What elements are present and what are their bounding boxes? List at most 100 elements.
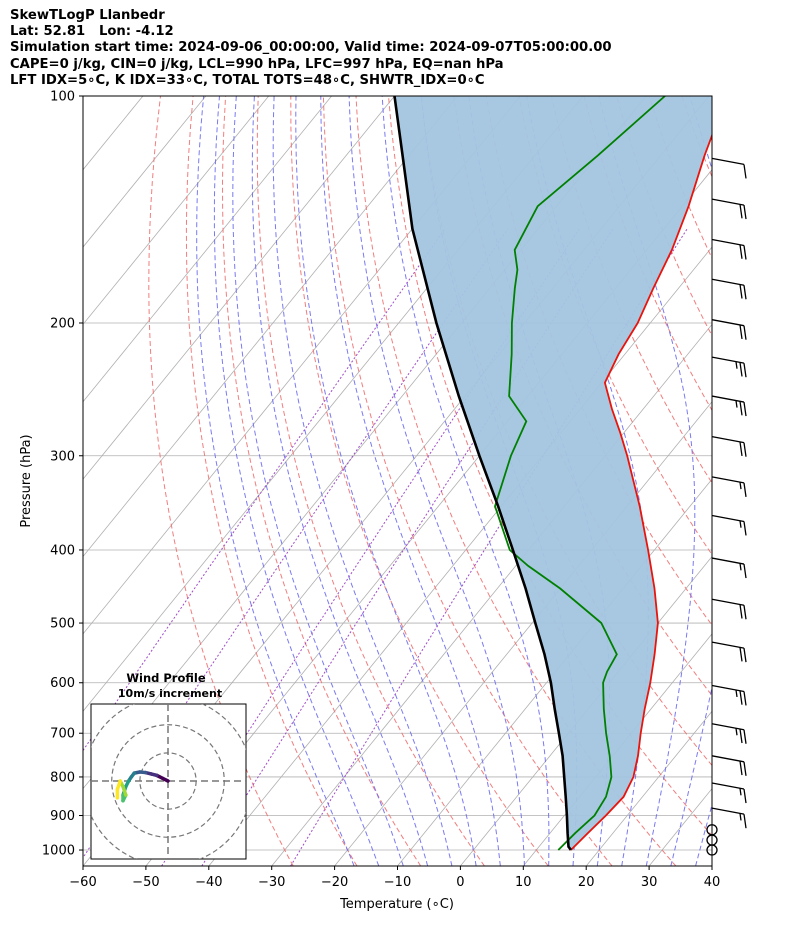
- y-tick-label: 800: [50, 770, 75, 785]
- wind-barb-staff: [711, 807, 745, 815]
- wind-barb-flag: [739, 324, 743, 340]
- y-tick-label: 100: [50, 90, 75, 105]
- wind-barb-staff: [711, 514, 745, 523]
- wind-barb-staff: [711, 782, 745, 790]
- wind-barb-staff: [711, 684, 745, 693]
- moist-adiabat: [251, 96, 429, 866]
- dewpoint-line: [494, 96, 666, 851]
- wind-barbs: [706, 157, 747, 856]
- wind-barb-flag: [739, 204, 743, 219]
- wind-barb-staff: [711, 436, 745, 444]
- parcel-line: [393, 96, 572, 851]
- profile-lines: [393, 96, 712, 851]
- isotherm-line: [83, 96, 395, 480]
- wind-barb-half-flag: [735, 361, 738, 369]
- wind-barb-flag: [743, 605, 747, 620]
- x-tick-label: 20: [578, 875, 595, 890]
- wind-barb-flag: [739, 244, 743, 259]
- isotherm-line: [334, 401, 712, 866]
- calm-wind-circle: [706, 824, 718, 836]
- wind-barb-staff: [711, 641, 745, 649]
- x-axis-label: Temperature (∘C): [339, 897, 454, 912]
- wind-barb-flag: [743, 788, 747, 804]
- x-tick-label: −50: [132, 875, 159, 890]
- wind-barb-flag: [743, 729, 747, 744]
- wind-barb-flag: [743, 363, 747, 378]
- dry-adiabat: [583, 96, 712, 412]
- y-tick-label: 900: [50, 809, 75, 824]
- wind-barb-half-flag: [735, 400, 738, 408]
- wind-barb-flag: [743, 285, 747, 300]
- y-tick-label: 700: [50, 727, 75, 742]
- y-tick-label: 1000: [42, 844, 75, 859]
- wind-barb-flag: [739, 401, 743, 416]
- wind-barb-staff: [711, 356, 745, 364]
- wind-barb-staff: [711, 238, 745, 247]
- cape-line: CAPE=0 j/kg, CIN=0 j/kg, LCL=990 hPa, LF…: [10, 56, 504, 72]
- dry-adiabat: [256, 96, 485, 866]
- time-line: Simulation start time: 2024-09-06_00:00:…: [10, 40, 612, 56]
- wind-barb-flag: [743, 648, 747, 663]
- y-tick-label: 200: [50, 316, 75, 331]
- wind-barb-staff: [711, 755, 745, 763]
- x-tick-label: 40: [704, 875, 721, 890]
- moist-adiabat: [598, 96, 696, 866]
- moist-adiabat: [320, 96, 501, 866]
- dry-adiabat: [185, 96, 358, 866]
- hodograph-subtitle: 10m/s increment: [118, 687, 222, 700]
- moist-adiabat: [295, 96, 477, 866]
- moist-adiabat: [381, 96, 550, 866]
- wind-barb-flag: [739, 647, 743, 662]
- moist-adiabat: [196, 96, 355, 866]
- y-tick-label: 300: [50, 449, 75, 464]
- wind-barb-flag: [739, 690, 743, 705]
- wind-barb-staff: [711, 476, 745, 484]
- wind-barb-staff: [711, 319, 745, 327]
- dry-adiabat: [780, 96, 794, 866]
- wind-barb-flag: [743, 691, 747, 706]
- temperature-line: [570, 132, 712, 851]
- y-tick-label: 600: [50, 676, 75, 691]
- wind-barb-staff: [711, 395, 745, 403]
- wind-barb-staff: [711, 278, 745, 286]
- x-tick-label: 30: [641, 875, 658, 890]
- dry-adiabat: [714, 96, 794, 866]
- wind-barb-staff: [711, 198, 745, 206]
- wind-barb-flag: [743, 164, 747, 179]
- wind-barb-flag: [739, 604, 743, 619]
- y-tick-label: 400: [50, 543, 75, 558]
- x-tick-label: −20: [321, 875, 348, 890]
- x-tick-label: −30: [258, 875, 285, 890]
- wind-barb-flag: [743, 761, 747, 776]
- wind-barb-flag: [743, 814, 747, 829]
- wind-barb-half-flag: [739, 520, 742, 528]
- wind-barb-flag: [739, 760, 743, 776]
- y-tick-label: 500: [50, 617, 75, 632]
- wind-barb-half-flag: [739, 563, 742, 571]
- moist-adiabat: [272, 96, 453, 866]
- isotherm-line: [83, 96, 458, 558]
- dry-adiabat: [518, 96, 712, 556]
- isotherm-line: [83, 96, 332, 403]
- wind-barb-flag: [743, 521, 747, 536]
- wind-barb-flag: [743, 482, 747, 497]
- y-axis-label: Pressure (hPa): [19, 434, 34, 527]
- dry-adiabat: [681, 96, 712, 179]
- location-line: Lat: 52.81 Lon: -4.12: [10, 24, 174, 40]
- wind-barb-staff: [711, 157, 745, 166]
- wind-barb-half-flag: [735, 728, 738, 736]
- wind-barb-half-flag: [739, 813, 742, 821]
- wind-barb-flag: [743, 325, 747, 340]
- hodograph-title: Wind Profile: [126, 671, 206, 685]
- moist-adiabat: [213, 96, 380, 866]
- wind-barb-flag: [739, 284, 743, 299]
- moist-adiabat: [232, 96, 404, 866]
- hodograph-inset: Wind Profile 10m/s increment: [90, 671, 247, 860]
- x-tick-label: 0: [456, 875, 464, 890]
- isotherm-line: [711, 865, 712, 866]
- wind-barb-flag: [739, 728, 743, 744]
- wind-barb-flag: [739, 441, 743, 456]
- isotherm-line: [83, 96, 207, 248]
- wind-barb-staff: [711, 557, 745, 565]
- isotherm-line: [585, 710, 712, 866]
